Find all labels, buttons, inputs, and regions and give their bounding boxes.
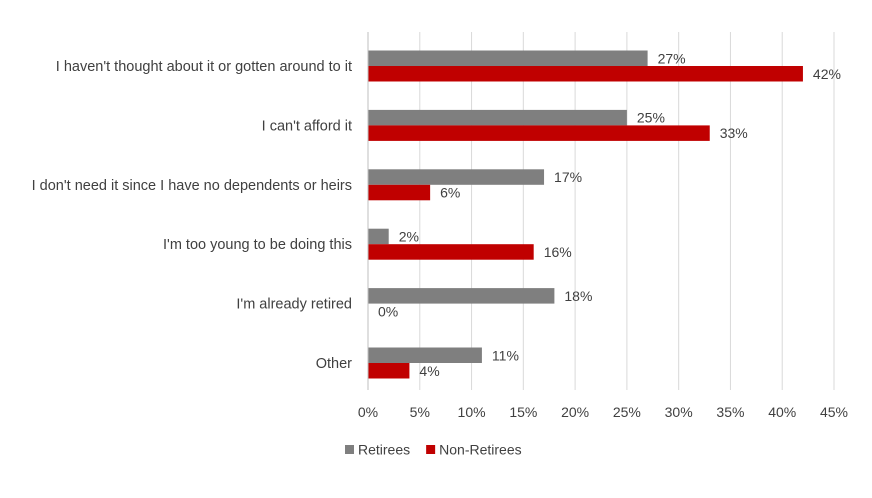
x-tick-label: 0% [358, 404, 378, 420]
bar-retirees [368, 169, 545, 185]
data-label: 42% [813, 66, 841, 82]
category-label: I'm already retired [236, 297, 352, 313]
bar-non-retirees [368, 244, 534, 260]
data-label: 18% [564, 288, 592, 304]
legend-swatch [345, 445, 354, 454]
data-label: 0% [378, 303, 398, 319]
legend-label: Non-Retirees [439, 442, 521, 458]
category-label: I'm too young to be doing this [163, 237, 352, 253]
category-label: I don't need it since I have no dependen… [32, 178, 352, 194]
legend-swatch [426, 445, 436, 454]
category-label: I haven't thought about it or gotten aro… [56, 59, 352, 75]
bar-non-retirees [368, 125, 710, 141]
data-label: 27% [658, 50, 686, 66]
x-tick-label: 5% [410, 404, 430, 420]
x-tick-label: 20% [561, 404, 589, 420]
data-label: 2% [399, 228, 419, 244]
category-label: I can't afford it [262, 118, 352, 134]
data-label: 33% [720, 125, 748, 141]
bar-retirees [368, 109, 627, 126]
legend-label: Retirees [358, 442, 410, 458]
bar-non-retirees [368, 363, 410, 379]
data-label: 6% [440, 185, 460, 201]
x-tick-label: 45% [820, 404, 848, 420]
data-label: 4% [419, 363, 439, 379]
data-label: 11% [492, 347, 519, 363]
bar-retirees [368, 50, 648, 66]
data-label: 17% [554, 169, 582, 185]
x-tick-label: 30% [665, 404, 693, 420]
bars [368, 50, 803, 379]
x-tick-label: 25% [613, 404, 641, 420]
legend: Retirees Non-Retirees [345, 442, 522, 458]
x-tick-label: 35% [716, 404, 744, 420]
data-label: 25% [637, 110, 665, 126]
x-tick-label: 40% [768, 404, 796, 420]
bar-non-retirees [368, 66, 803, 82]
data-label: 16% [544, 244, 572, 260]
category-label: Other [316, 356, 352, 372]
x-tick-label: 10% [458, 404, 486, 420]
gridlines [419, 32, 835, 390]
bar-retirees [368, 288, 555, 304]
bar-retirees [368, 347, 482, 363]
x-tick-label: 15% [509, 404, 537, 420]
bar-retirees [368, 228, 389, 245]
labels: 0% 5% 10% 15% 20% 25% 30% 35% 40% 45% I haven't th… [32, 50, 848, 420]
bar-non-retirees [368, 184, 431, 201]
